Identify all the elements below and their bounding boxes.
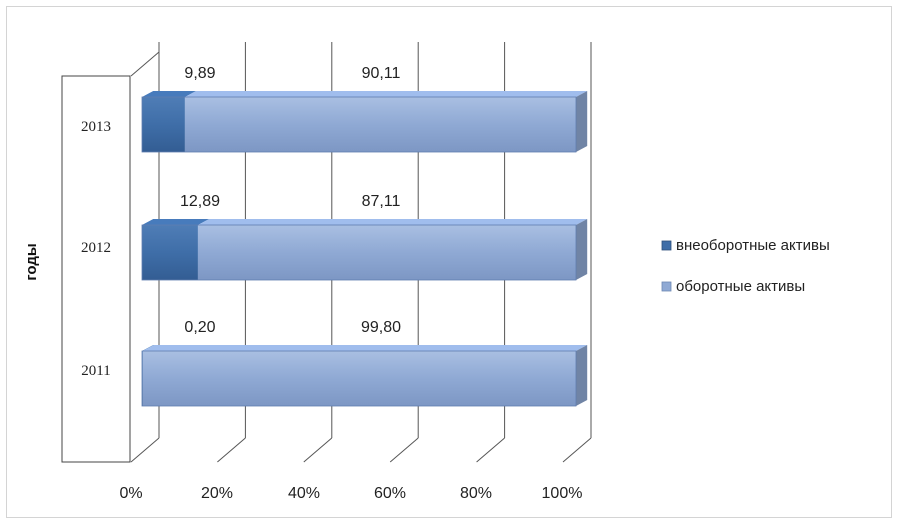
- x-tick-60: 60%: [374, 485, 406, 502]
- bar-top-2012-0: [142, 219, 210, 225]
- legend-label-current: оборотные активы: [676, 278, 805, 295]
- x-tick-20: 20%: [201, 485, 233, 502]
- x-tick-40: 40%: [288, 485, 320, 502]
- category-axis-box: [61, 75, 131, 463]
- bar-2012-0: [142, 225, 198, 280]
- bar-outline-2012: [141, 224, 577, 281]
- y-axis-title: годы: [23, 243, 40, 280]
- data-label-2012-0: 12,89: [180, 193, 220, 210]
- bars: [141, 91, 588, 407]
- legend-swatch-noncurrent: [661, 240, 672, 251]
- data-label-2013-0: 9,89: [184, 65, 215, 82]
- floor-gridline-1: [217, 437, 246, 463]
- back-wall-edge: [130, 51, 160, 77]
- legend-label-noncurrent: внеоборотные активы: [676, 237, 830, 254]
- category-label-2013: 2013: [81, 119, 111, 135]
- data-labels: 0,20 99,80 12,89 87,11 9,89 90,11: [180, 65, 401, 336]
- bar-top-2011-0: [142, 345, 155, 351]
- floor-gridline-5: [562, 437, 592, 463]
- data-label-2011-1: 99,80: [361, 319, 401, 336]
- bar-end-2011: [576, 345, 588, 406]
- data-label-2012-1: 87,11: [362, 193, 401, 210]
- bar-2012-1: [197, 225, 576, 280]
- x-tick-0: 0%: [119, 485, 142, 502]
- bar-end-2013: [576, 91, 588, 152]
- bar-2013-1: [184, 97, 576, 152]
- x-tick-80: 80%: [460, 485, 492, 502]
- category-label-2011: 2011: [81, 363, 110, 379]
- legend-swatch-current: [661, 281, 672, 292]
- bar-top-2011-1: [142, 345, 588, 351]
- bar-end-2012: [576, 219, 588, 280]
- x-tick-100: 100%: [542, 485, 583, 502]
- legend: внеоборотные активы оборотные активы: [661, 237, 830, 295]
- floor-gridline-4: [476, 437, 505, 463]
- data-label-2013-1: 90,11: [362, 65, 401, 82]
- floor-gridline-3: [389, 437, 419, 463]
- data-label-2011-0: 0,20: [184, 319, 215, 336]
- floor-gridline-2: [303, 437, 333, 463]
- floor-gridline-0: [130, 437, 160, 463]
- bar-top-2013-0: [142, 91, 197, 97]
- bar-2011-0: [142, 351, 143, 406]
- bar-top-2013-1: [184, 91, 588, 97]
- bar-outline-2013: [141, 96, 577, 153]
- bar-top-2012-1: [197, 219, 588, 225]
- bar-2011-1: [142, 351, 577, 406]
- category-label-2012: 2012: [81, 240, 111, 256]
- bar-outline-2011: [141, 350, 577, 407]
- bar-2013-0: [142, 97, 185, 152]
